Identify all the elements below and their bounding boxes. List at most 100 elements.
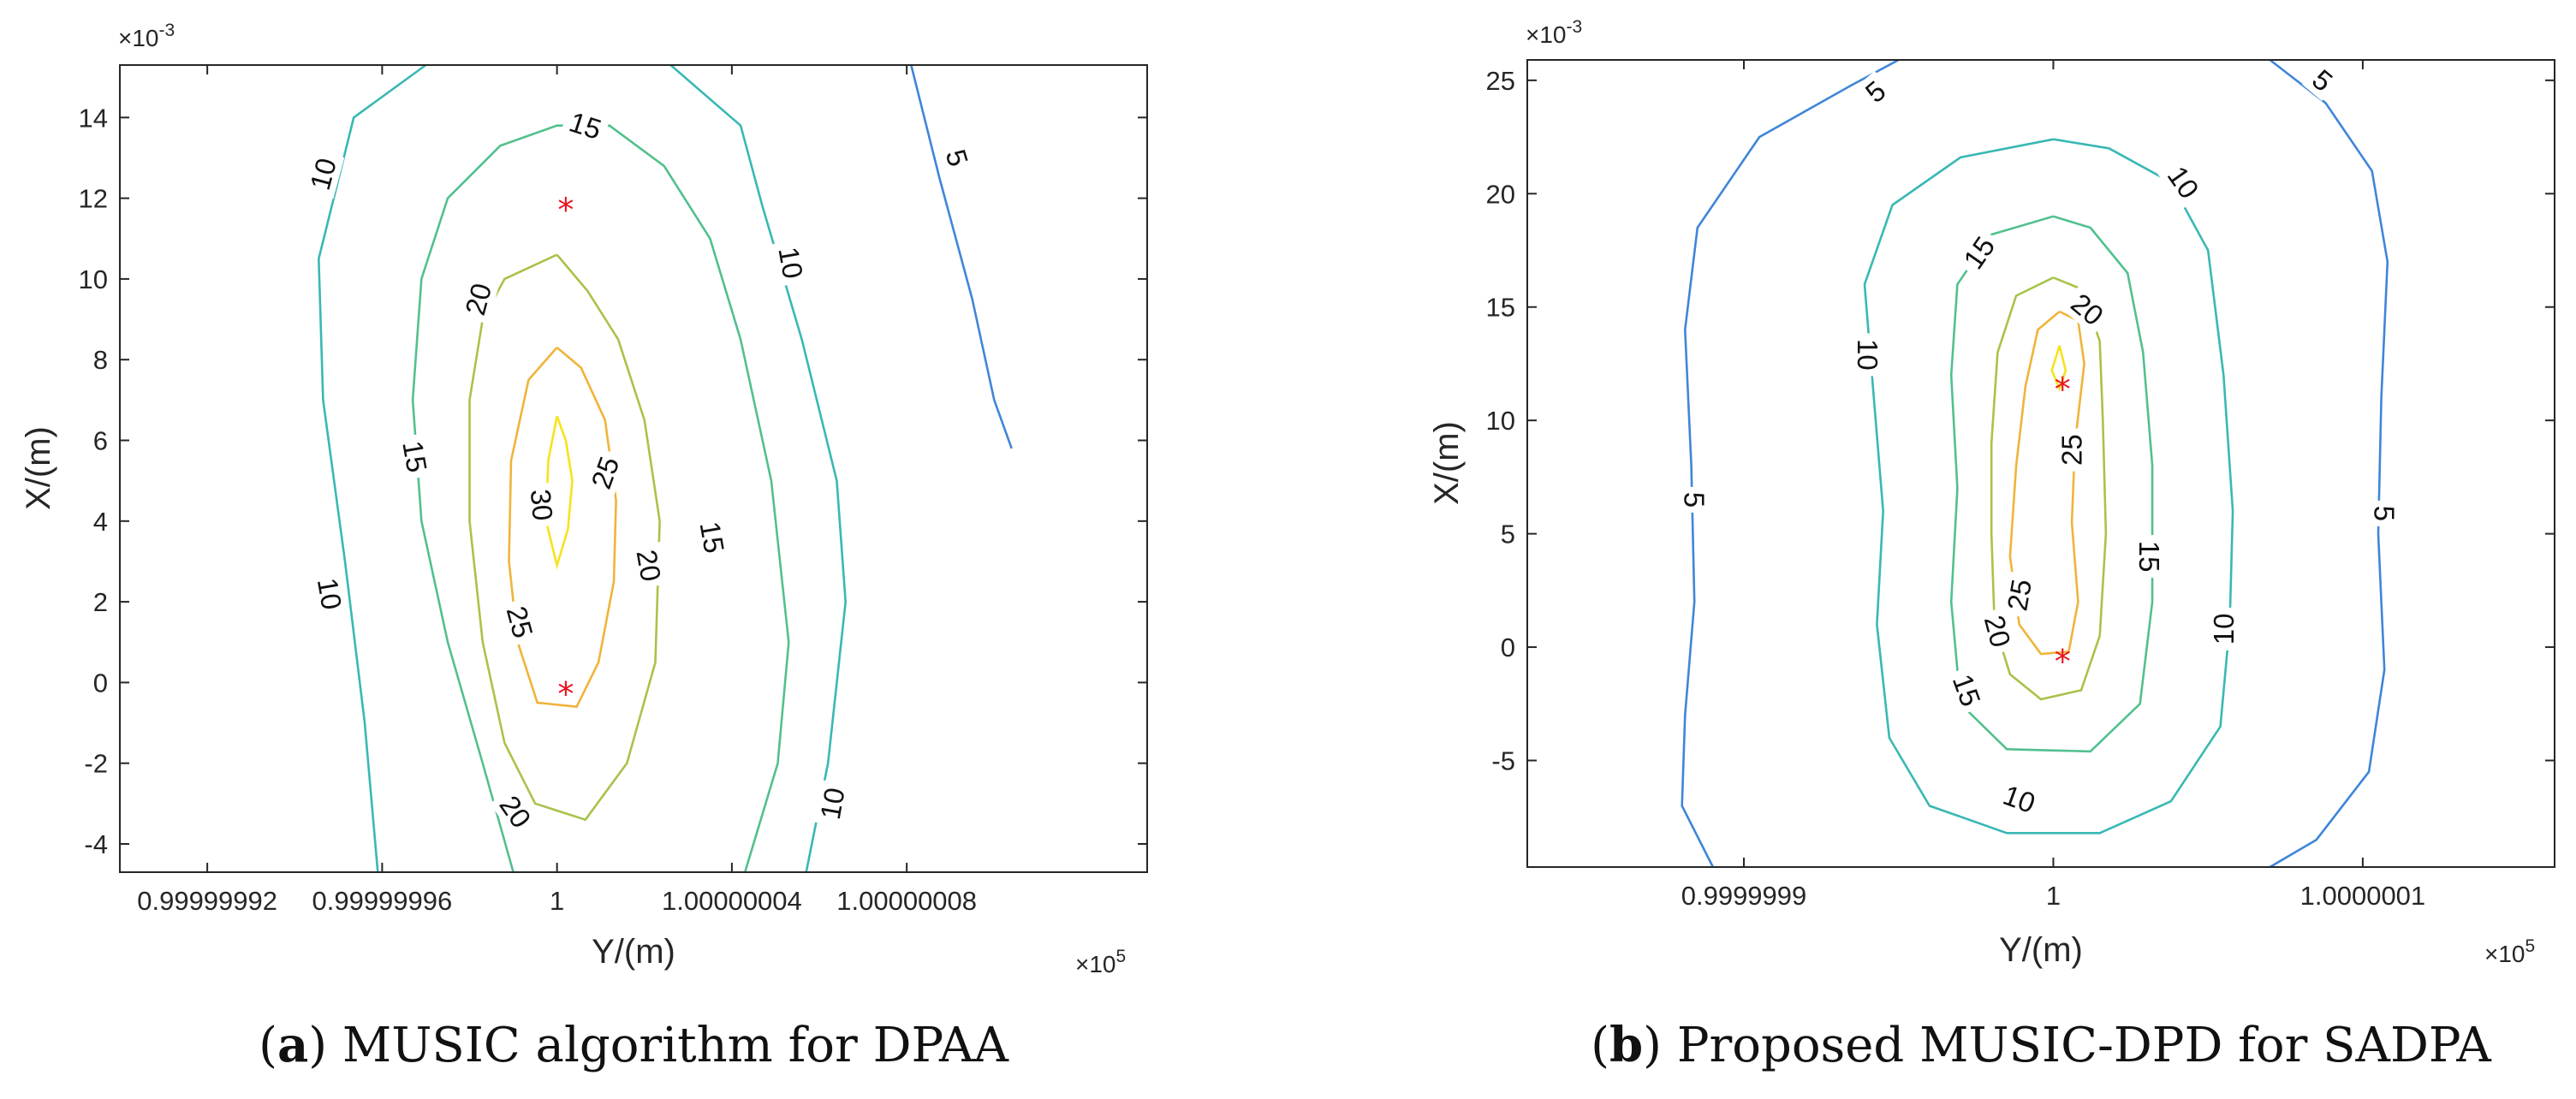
contour-label-text: 25 xyxy=(2001,577,2038,614)
markers-a: ** xyxy=(557,191,574,713)
contour-label-bg xyxy=(2157,155,2210,210)
contours-a xyxy=(317,63,1013,873)
y-axis-label-a: X/(m) xyxy=(20,426,57,510)
contour-label-text: 15 xyxy=(396,438,433,475)
contour-label-text: 10 xyxy=(1852,339,1883,371)
contour-label-bg xyxy=(582,447,628,499)
contour-label-bg xyxy=(1993,776,2045,822)
contour-label-bg xyxy=(770,239,811,287)
contour-line-a-level-5-0 xyxy=(910,64,1013,449)
contour-label-bg xyxy=(1854,70,1896,113)
contour-label-text: 10 xyxy=(772,245,809,282)
contour-label-bg xyxy=(2060,282,2115,336)
plot-area-b xyxy=(1527,60,2555,867)
contour-label-a-6: 15 xyxy=(395,432,435,481)
contour-label-bg xyxy=(395,432,435,481)
contour-label-text: 25 xyxy=(2056,434,2088,466)
y-tick-label-a-2: 0 xyxy=(93,668,108,698)
contour-label-bg xyxy=(1851,333,1884,377)
x-axis-label-b: Y/(m) xyxy=(1999,931,2083,969)
contour-label-bg xyxy=(2207,607,2240,650)
y-tick-label-b-2: 5 xyxy=(1501,520,1515,550)
contour-label-bg xyxy=(490,784,542,839)
contour-line-a-level-25-0 xyxy=(508,347,617,709)
contour-label-text: 10 xyxy=(2208,614,2240,645)
contour-label-bg xyxy=(1976,606,2020,656)
x-multiplier-base-a: ×10 xyxy=(1075,951,1116,977)
contour-label-a-9: 20 xyxy=(628,541,669,590)
contour-line-b-level-5-0 xyxy=(1681,58,1900,868)
y-multiplier-b: ×10-3 xyxy=(1526,17,1582,48)
source-marker-b-0: * xyxy=(2055,371,2071,408)
y-tick-label-b-0: -5 xyxy=(1491,746,1515,776)
contour-label-bg xyxy=(1943,664,1990,716)
contour-label-bg xyxy=(692,513,732,561)
y-tick-label-a-3: 2 xyxy=(93,587,108,617)
contour-label-b-13: 25 xyxy=(2055,428,2089,472)
x-multiplier-b: ×105 xyxy=(2484,936,2535,967)
caption-text-a: MUSIC algorithm for DPAA xyxy=(342,1018,1009,1073)
contour-label-text: 5 xyxy=(1679,492,1710,508)
contour-line-a-level-20-0 xyxy=(468,253,661,822)
contour-label-bg xyxy=(1678,486,1711,513)
y-tick-label-a-5: 6 xyxy=(93,425,108,455)
contour-label-a-2: 10 xyxy=(770,239,811,287)
caption-a: (a) MUSIC algorithm for DPAA xyxy=(259,1017,1008,1073)
contour-line-a-level-10-0 xyxy=(317,63,427,873)
contour-line-b-level-5-1 xyxy=(2269,58,2389,869)
contour-label-a-0: 5 xyxy=(937,140,977,175)
contour-label-bg xyxy=(498,597,542,647)
contour-label-text: 30 xyxy=(525,488,559,522)
contour-label-b-14: 25 xyxy=(1999,571,2039,620)
contour-line-b-level-25-0 xyxy=(2008,310,2085,656)
contour-label-bg xyxy=(1953,225,2005,280)
y-tick-label-a-8: 12 xyxy=(79,184,108,214)
contours-b xyxy=(1681,58,2389,869)
chart-panel-a: 0.99999992 0.99999996 1 1.00000004 1.0000000… xyxy=(20,21,1148,1073)
y-tick-label-b-4: 15 xyxy=(1486,293,1515,323)
contour-label-b-12: 20 xyxy=(1976,606,2020,656)
contour-line-a-level-10-1 xyxy=(669,64,848,873)
contour-line-a-level-30-0 xyxy=(544,415,574,570)
contour-label-a-1: 10 xyxy=(301,149,345,199)
source-marker-a-0: * xyxy=(557,191,574,229)
contour-label-a-12: 25 xyxy=(498,597,542,647)
x-tick-label-b-1: 1 xyxy=(2046,881,2061,911)
contour-label-bg xyxy=(2055,428,2089,472)
y-tick-label-a-7: 10 xyxy=(79,264,108,294)
source-marker-a-1: * xyxy=(557,675,574,713)
contour-label-a-3: 10 xyxy=(310,569,350,618)
markers-b: ** xyxy=(2055,371,2071,680)
y-tick-label-b-1: 0 xyxy=(1501,633,1515,662)
contour-label-text: 10 xyxy=(312,575,348,612)
contour-label-b-9: 15 xyxy=(2133,535,2166,579)
plot-frame-b xyxy=(1526,59,2555,868)
contour-label-bg xyxy=(2302,59,2343,101)
x-axis-label-a: Y/(m) xyxy=(592,933,675,971)
y-tick-label-a-9: 14 xyxy=(79,103,108,133)
contour-label-bg xyxy=(2133,535,2166,579)
y-multiplier-base-a: ×10 xyxy=(118,25,159,51)
contour-line-b-level-10-0 xyxy=(1863,138,2234,835)
contour-label-text: 15 xyxy=(693,519,730,555)
x-tick-label-a-0: 0.99999992 xyxy=(137,886,277,916)
contour-label-text: 15 xyxy=(2133,541,2165,573)
contour-line-b-level-30-0 xyxy=(2050,345,2067,392)
contour-label-bg xyxy=(812,779,853,828)
contour-label-b-2: 5 xyxy=(1678,486,1711,513)
contour-label-b-5: 10 xyxy=(1851,333,1884,377)
x-tick-label-b-2: 1.0000001 xyxy=(2300,881,2426,911)
caption-b: (b) Proposed MUSIC-DPD for SADPA xyxy=(1591,1017,2491,1073)
y-tick-label-a-0: -4 xyxy=(84,829,108,859)
contour-label-bg xyxy=(560,103,611,148)
y-tick-label-b-3: 10 xyxy=(1486,406,1515,436)
plot-frame-a xyxy=(119,64,1148,873)
contour-label-a-7: 15 xyxy=(692,513,732,561)
x-tick-label-a-2: 1 xyxy=(550,886,564,916)
y-tick-label-a-1: -2 xyxy=(84,749,108,779)
contour-label-bg xyxy=(310,569,350,618)
